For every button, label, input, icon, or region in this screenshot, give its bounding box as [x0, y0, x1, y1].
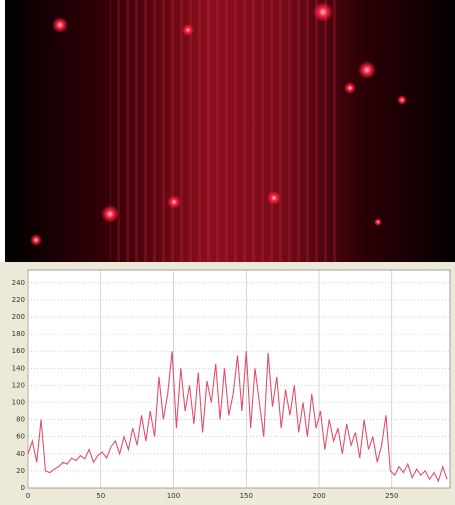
profile-line — [27, 351, 448, 483]
y-tick-label: 160 — [12, 347, 25, 355]
y-tick-label: 140 — [12, 364, 25, 372]
x-tick-label: 150 — [240, 492, 253, 500]
y-tick-label: 120 — [12, 381, 25, 389]
micrograph — [5, 0, 455, 262]
x-tick-label: 100 — [167, 492, 180, 500]
y-tick-label: 20 — [16, 467, 25, 475]
y-tick-label: 100 — [12, 399, 25, 407]
y-tick-label: 40 — [16, 450, 25, 458]
y-tick-label: 200 — [12, 313, 25, 321]
y-tick-label: 220 — [12, 296, 25, 304]
y-tick-label: 80 — [16, 416, 25, 424]
x-tick-label: 0 — [26, 492, 30, 500]
y-tick-label: 240 — [12, 279, 25, 287]
x-tick-label: 50 — [96, 492, 105, 500]
y-tick-label: 180 — [12, 330, 25, 338]
y-tick-label: 0 — [21, 484, 25, 492]
x-tick-label: 250 — [385, 492, 398, 500]
y-tick-label: 60 — [16, 433, 25, 441]
x-tick-label: 200 — [312, 492, 325, 500]
